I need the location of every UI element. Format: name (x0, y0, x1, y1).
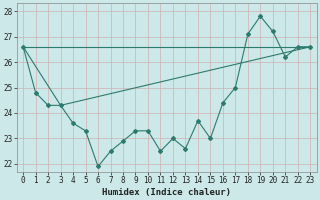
X-axis label: Humidex (Indice chaleur): Humidex (Indice chaleur) (102, 188, 231, 197)
